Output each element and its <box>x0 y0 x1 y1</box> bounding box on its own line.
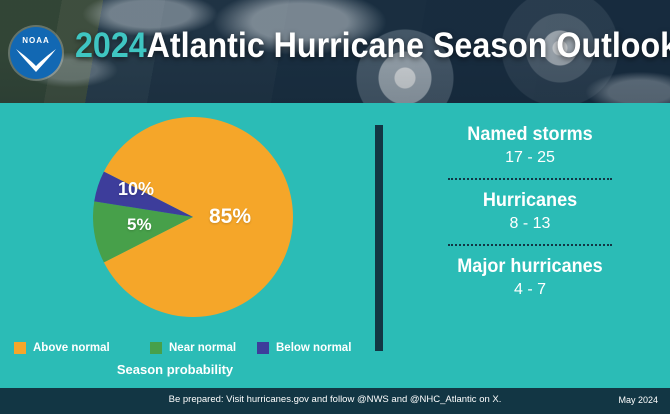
title-year: 2024 <box>75 26 147 65</box>
forecast-stats-panel: Named storms 17 - 25 Hurricanes 8 - 13 M… <box>400 123 660 301</box>
stat-range-hurricanes: 8 - 13 <box>509 215 551 232</box>
legend-item-near-normal: Near normal <box>150 339 236 357</box>
pie-label-above-normal: 85% <box>209 205 252 228</box>
legend-label-above-normal: Above normal <box>33 342 110 354</box>
noaa-logo-label: NOAA <box>22 36 50 45</box>
legend-item-below-normal: Below normal <box>257 339 351 357</box>
stat-name-hurricanes: Hurricanes <box>482 190 578 211</box>
stat-hurricanes: Hurricanes 8 - 13 <box>400 189 660 235</box>
vertical-divider <box>375 125 383 351</box>
pie-slice-above-normal <box>103 116 294 317</box>
header-satellite-banner: NOAA 2024Atlantic Hurricane Season Outlo… <box>0 0 670 103</box>
legend-swatch-near-normal <box>150 342 162 354</box>
pie-label-below-normal: 5% <box>127 215 152 234</box>
footer-bar: Be prepared: Visit hurricanes.gov and fo… <box>0 386 670 414</box>
stat-range-named-storms: 17 - 25 <box>505 149 555 166</box>
noaa-logo: NOAA <box>10 27 62 79</box>
footer-accent-strip <box>0 386 670 388</box>
stat-name-named-storms: Named storms <box>467 124 593 145</box>
footer-date: May 2024 <box>618 395 658 405</box>
legend-label-near-normal: Near normal <box>169 342 237 354</box>
season-probability-pie-chart: 85% 10% 5% <box>92 116 294 317</box>
legend-label-below-normal: Below normal <box>276 342 352 354</box>
stat-major-hurricanes: Major hurricanes 4 - 7 <box>400 255 660 301</box>
noaa-seagull-icon <box>16 49 56 72</box>
header-overlay <box>0 0 670 103</box>
page-title: 2024Atlantic Hurricane Season Outlook <box>75 26 670 66</box>
title-text: Atlantic Hurricane Season Outlook <box>146 26 670 65</box>
legend-item-above-normal: Above normal <box>14 339 110 357</box>
footer-message: Be prepared: Visit hurricanes.gov and fo… <box>168 394 502 405</box>
body-panel: 85% 10% 5% Above normal Near normal Belo… <box>0 103 670 386</box>
chart-legend: Above normal Near normal Below normal <box>14 339 354 357</box>
stat-named-storms: Named storms 17 - 25 <box>400 123 660 169</box>
pie-slice-near-normal <box>92 201 193 263</box>
stat-separator-2 <box>448 244 612 246</box>
chart-caption: Season probability <box>116 362 234 377</box>
stat-range-major-hurricanes: 4 - 7 <box>513 281 546 298</box>
legend-swatch-above-normal <box>14 342 26 354</box>
stat-separator-1 <box>448 178 612 180</box>
stat-name-major-hurricanes: Major hurricanes <box>457 256 603 277</box>
pie-label-near-normal: 10% <box>118 179 155 199</box>
legend-swatch-below-normal <box>257 342 269 354</box>
pie-svg <box>92 116 294 317</box>
pie-slice-below-normal <box>94 171 193 217</box>
